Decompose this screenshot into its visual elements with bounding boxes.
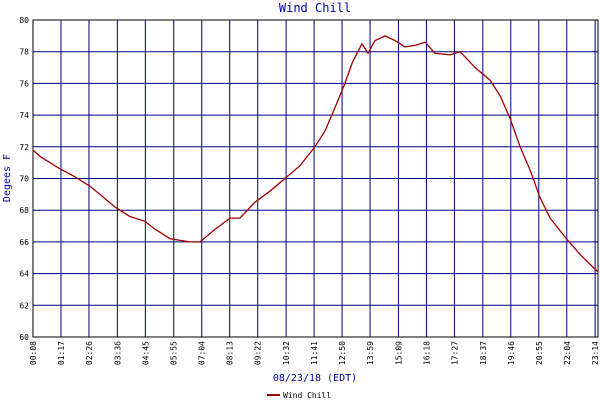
x-tick-label: 19:46 [507, 341, 516, 365]
x-tick-label: 01:17 [57, 341, 66, 365]
y-tick-label: 72 [19, 143, 29, 152]
x-tick-label: 20:55 [535, 341, 544, 365]
x-tick-label: 08:13 [226, 341, 235, 365]
data-line [32, 35, 599, 273]
y-tick-label: 70 [19, 175, 29, 184]
y-tick-label: 62 [19, 301, 29, 310]
x-tick-label: 09:22 [254, 341, 263, 365]
y-tick-label: 66 [19, 238, 29, 247]
x-tick-label: 02:26 [85, 341, 94, 365]
x-tick-label: 18:37 [479, 341, 488, 365]
x-tick-label: 07:04 [198, 341, 207, 365]
chart-title: Wind Chill [279, 1, 351, 15]
x-tick-label: 03:36 [113, 341, 122, 365]
y-tick-label: 76 [19, 79, 29, 88]
legend-label: Wind Chill [283, 391, 331, 400]
y-tick-label: 74 [19, 111, 29, 120]
y-axis-label: Degees F [2, 154, 13, 202]
y-tick-label: 78 [19, 48, 29, 57]
x-tick-label: 16:18 [422, 341, 431, 365]
x-tick-label: 13:59 [366, 341, 375, 365]
x-tick-label: 05:55 [170, 341, 179, 365]
y-tick-label: 60 [19, 333, 29, 342]
x-tick-label: 04:45 [141, 341, 150, 365]
x-tick-label: 23:14 [591, 341, 600, 365]
x-tick-label: 12:50 [338, 341, 347, 365]
x-tick-label: 22:04 [563, 341, 572, 365]
x-tick-label: 11:41 [310, 341, 319, 365]
x-tick-label: 15:09 [394, 341, 403, 365]
x-tick-label: 00:08 [29, 341, 38, 365]
x-tick-label: 10:32 [282, 341, 291, 365]
y-tick-label: 80 [19, 16, 29, 25]
plot-border [32, 19, 599, 338]
y-tick-label: 64 [19, 270, 29, 279]
x-tick-label: 17:27 [450, 341, 459, 365]
x-axis-label: 08/23/18 (EDT) [273, 373, 357, 384]
y-tick-label: 68 [19, 206, 29, 215]
